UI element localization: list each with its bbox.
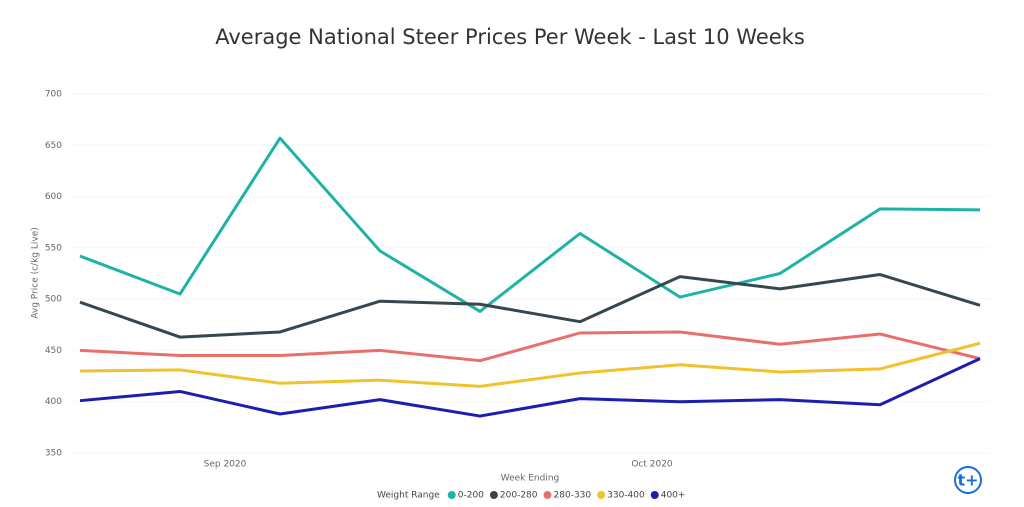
- legend-swatch: [543, 491, 552, 499]
- series-line: [79, 273, 981, 339]
- y-tick-label: 700: [45, 90, 62, 100]
- series-line: [79, 341, 981, 388]
- y-tick-label: 550: [45, 243, 62, 253]
- legend-title: Weight Range: [377, 491, 440, 501]
- legend-label: 330-400: [607, 491, 645, 501]
- legend-swatch: [650, 491, 659, 499]
- x-tick-label: Oct 2020: [631, 460, 673, 470]
- legend-swatch: [489, 491, 498, 499]
- y-tick-label: 400: [45, 397, 62, 407]
- y-tick-label: 450: [45, 346, 62, 356]
- legend-label: 200-280: [500, 491, 538, 501]
- legend-label: 0-200: [458, 491, 484, 501]
- x-tick-label: Sep 2020: [204, 460, 247, 470]
- y-tick-label: 500: [45, 295, 62, 305]
- legend-label: 280-330: [554, 491, 592, 501]
- x-axis-title: Week Ending: [501, 474, 560, 484]
- series-line: [79, 136, 981, 313]
- chart-title: Average National Steer Prices Per Week -…: [215, 25, 805, 49]
- legend-swatch: [447, 491, 456, 499]
- series-line: [79, 357, 981, 418]
- y-tick-label: 600: [45, 192, 62, 202]
- y-tick-label: 350: [45, 449, 62, 459]
- y-tick-label: 650: [45, 141, 62, 151]
- legend-swatch: [597, 491, 606, 499]
- y-axis-title: Avg Price (c/kg Live): [31, 227, 41, 319]
- legend-label: 400+: [661, 491, 686, 501]
- series-line: [79, 330, 981, 363]
- logo: t+: [954, 466, 982, 494]
- svg-text:t+: t+: [957, 471, 978, 490]
